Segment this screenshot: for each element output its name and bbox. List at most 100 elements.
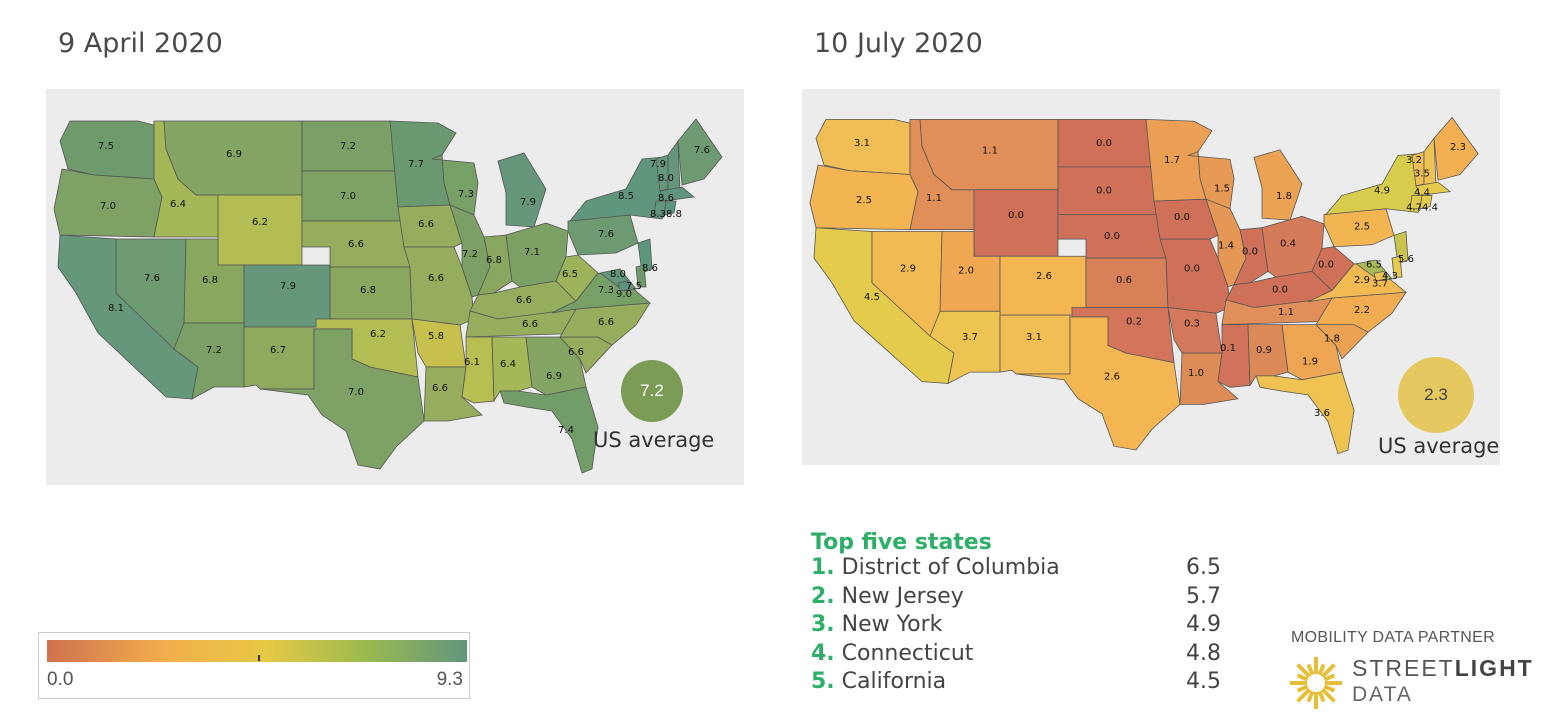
state-fl[interactable] [499, 386, 599, 474]
top-five-row: 5. California 4.5 [811, 669, 1231, 698]
state-value-mt: 6.9 [226, 149, 242, 160]
state-value-de: 4.3 [1382, 271, 1398, 282]
state-de[interactable] [635, 264, 647, 288]
state-value-tn: 1.1 [1278, 307, 1294, 318]
state-nm[interactable] [243, 326, 315, 390]
sunburst-ray [1306, 690, 1315, 703]
state-name: Connecticut [841, 640, 974, 666]
streetlight-logo: STREETLIGHT DATA [1288, 655, 1532, 716]
state-dc[interactable] [1373, 270, 1387, 282]
state-value-me: 2.3 [1450, 142, 1466, 153]
state-value-ut: 6.8 [202, 275, 218, 286]
state-value-wv: 0.0 [1318, 260, 1334, 271]
state-value-ia: 6.6 [418, 219, 434, 230]
state-value-wv: 6.5 [562, 269, 578, 280]
sunburst-ray [1323, 684, 1336, 693]
sunburst-ray [1306, 663, 1315, 676]
state-value-nj: 8.6 [642, 263, 658, 274]
state-value-nc: 2.2 [1354, 305, 1370, 316]
state-tx[interactable] [259, 328, 425, 470]
state-me[interactable] [1433, 116, 1479, 181]
right-us-average-circle: 2.3 [1398, 357, 1474, 433]
state-value-wa: 7.5 [98, 141, 114, 152]
state-de[interactable] [1391, 255, 1403, 278]
state-value-ma: 4.4 [1414, 187, 1430, 198]
state-value-me: 7.6 [694, 145, 710, 156]
right-us-average-label: US average [1378, 434, 1500, 458]
state-fl[interactable] [1255, 371, 1355, 455]
sunburst-ray [1296, 684, 1309, 693]
state-wv[interactable] [555, 254, 599, 302]
state-value: 4.8 [1186, 640, 1221, 666]
state-ia[interactable] [1153, 198, 1219, 240]
state-value-mo: 0.0 [1184, 263, 1200, 274]
state-value-vt: 3.2 [1406, 155, 1422, 166]
state-name: District of Columbia [841, 555, 1060, 580]
state-value-nv: 2.9 [900, 263, 916, 274]
state-value-ky: 0.0 [1272, 284, 1288, 295]
state-value-nh: 8.0 [658, 173, 674, 184]
state-wy[interactable] [973, 189, 1059, 257]
state-value-ct: 4.7 [1406, 203, 1422, 214]
state-tx[interactable] [1015, 316, 1181, 451]
top-five-heading: Top five states [811, 530, 992, 555]
state-wy[interactable] [217, 194, 303, 266]
state-value-ms: 0.1 [1220, 343, 1236, 354]
state-value-wa: 3.1 [854, 138, 870, 149]
state-value-dc: 9.0 [616, 289, 632, 300]
state-value: 4.9 [1186, 612, 1221, 637]
state-value-tx: 7.0 [348, 387, 364, 398]
top-five-row: 2. New Jersey 5.7 [811, 584, 1231, 613]
state-ri[interactable] [1419, 195, 1433, 210]
state-nj[interactable] [1393, 230, 1409, 265]
state-ma[interactable] [659, 186, 695, 202]
left-us-average-label: US average [593, 428, 715, 452]
state-value-mn: 7.7 [408, 159, 424, 170]
sunburst-icon [1290, 657, 1342, 709]
right-map[interactable]: 3.1 2.5 4.5 2.9 1.1 1.1 0.0 2.0 2.6 3.7 3.1 0.0 0.0 0… [802, 89, 1500, 465]
state-value-az: 7.2 [206, 345, 222, 356]
state-co[interactable] [243, 264, 331, 328]
state-value-nc: 6.6 [598, 317, 614, 328]
partner-label: MOBILITY DATA PARTNER [1291, 629, 1495, 646]
state-value-ks: 6.8 [360, 285, 376, 296]
state-co[interactable] [999, 255, 1087, 316]
state-ms[interactable] [461, 336, 495, 404]
state-ms[interactable] [1217, 324, 1251, 388]
state-value-ri: 4.4 [1422, 203, 1438, 214]
state-ri[interactable] [663, 200, 677, 216]
state-name: New York [841, 612, 943, 637]
sunburst-ray [1296, 687, 1312, 703]
left-map-title: 9 April 2020 [58, 28, 223, 59]
top-five-row: 1. District of Columbia 6.5 [811, 555, 1231, 584]
state-dc[interactable] [617, 280, 631, 292]
sunburst-ray [1320, 687, 1336, 703]
state-value-ga: 6.9 [546, 371, 562, 382]
state-ma[interactable] [1415, 181, 1451, 196]
state-wv[interactable] [1311, 246, 1355, 291]
state-value-ks: 0.6 [1116, 275, 1132, 286]
left-map[interactable]: 7.5 7.0 8.1 7.6 6.4 6.9 6.2 6.8 7.9 7.2 6.7 7.2 7.0 6… [46, 89, 744, 485]
state-name: New Jersey [841, 583, 964, 609]
state-value-ar: 0.3 [1184, 319, 1200, 330]
state-nj[interactable] [637, 238, 653, 274]
brand-line-2: DATA [1352, 683, 1413, 706]
state-value-nd: 0.0 [1096, 138, 1112, 149]
state-value-co: 7.9 [280, 281, 296, 292]
state-value-in: 6.8 [486, 255, 502, 266]
state-ia[interactable] [397, 204, 463, 248]
rank: 5. [811, 669, 835, 694]
state-value-ne: 0.0 [1104, 231, 1120, 242]
state-value-de: 7.5 [626, 281, 642, 292]
brand-line-1: STREETLIGHT [1352, 655, 1534, 681]
state-value-mt: 1.1 [982, 146, 998, 157]
state-me[interactable] [677, 118, 723, 186]
state-value-al: 6.4 [500, 359, 516, 370]
state-value-pa: 7.6 [598, 229, 614, 240]
state-nm[interactable] [999, 314, 1071, 375]
state-value-il: 1.4 [1218, 241, 1234, 252]
rank: 4. [811, 640, 835, 666]
state-value-la: 6.6 [432, 383, 448, 394]
state-value-co: 2.6 [1036, 271, 1052, 282]
state-value-ia: 0.0 [1174, 212, 1190, 223]
